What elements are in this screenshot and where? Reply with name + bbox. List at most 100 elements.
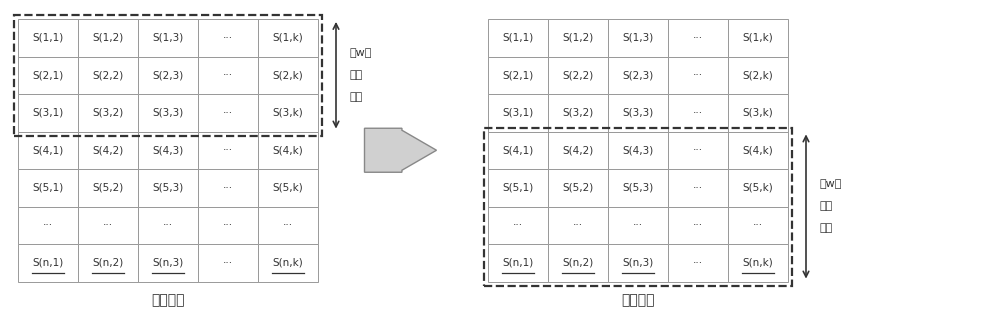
- Text: 时窗: 时窗: [819, 201, 832, 212]
- Bar: [18, 94, 78, 132]
- Bar: [18, 57, 78, 94]
- Polygon shape: [364, 128, 436, 172]
- Bar: [608, 57, 668, 94]
- Bar: [198, 19, 258, 57]
- Bar: [668, 132, 728, 169]
- Bar: [488, 57, 548, 94]
- Bar: [668, 207, 728, 244]
- Bar: [258, 207, 318, 244]
- Bar: [668, 57, 728, 94]
- Bar: [548, 19, 608, 57]
- Bar: [138, 207, 198, 244]
- Text: ···: ···: [753, 220, 763, 230]
- Text: S(1,3): S(1,3): [622, 33, 654, 43]
- Bar: [728, 132, 788, 169]
- Text: S(2,1): S(2,1): [32, 70, 64, 80]
- Text: S(3,2): S(3,2): [562, 108, 594, 118]
- Bar: [138, 57, 198, 94]
- Bar: [608, 207, 668, 244]
- Bar: [608, 94, 668, 132]
- Text: ···: ···: [633, 220, 643, 230]
- Bar: [548, 132, 608, 169]
- Text: ···: ···: [223, 258, 233, 268]
- Bar: [668, 169, 728, 207]
- Text: S(n,2): S(n,2): [92, 258, 124, 268]
- Text: ···: ···: [223, 108, 233, 118]
- Bar: [608, 169, 668, 207]
- Text: ···: ···: [573, 220, 583, 230]
- Text: S(1,3): S(1,3): [152, 33, 184, 43]
- Bar: [198, 169, 258, 207]
- Text: ···: ···: [223, 33, 233, 43]
- Bar: [488, 169, 548, 207]
- Text: S(n,k): S(n,k): [273, 258, 303, 268]
- Text: S(2,3): S(2,3): [152, 70, 184, 80]
- Text: S(4,3): S(4,3): [152, 145, 184, 155]
- Text: ···: ···: [693, 145, 703, 155]
- Text: S(5,k): S(5,k): [273, 183, 303, 193]
- Text: S(n,1): S(n,1): [32, 258, 64, 268]
- Text: ···: ···: [163, 220, 173, 230]
- Text: S(4,k): S(4,k): [273, 145, 303, 155]
- Text: ···: ···: [693, 258, 703, 268]
- Bar: [78, 132, 138, 169]
- Text: S(3,2): S(3,2): [92, 108, 124, 118]
- Bar: [18, 132, 78, 169]
- Bar: [138, 94, 198, 132]
- Bar: [668, 94, 728, 132]
- Text: S(3,k): S(3,k): [743, 108, 773, 118]
- Text: S(5,2): S(5,2): [92, 183, 124, 193]
- Bar: [18, 207, 78, 244]
- Text: ···: ···: [693, 70, 703, 80]
- Text: S(1,k): S(1,k): [743, 33, 773, 43]
- Bar: [198, 132, 258, 169]
- Text: S(3,1): S(3,1): [32, 108, 64, 118]
- Bar: [258, 94, 318, 132]
- Text: S(3,k): S(3,k): [273, 108, 303, 118]
- Bar: [484, 128, 792, 286]
- Text: 计算: 计算: [349, 92, 362, 102]
- Text: S(2,1): S(2,1): [502, 70, 534, 80]
- Text: S(4,2): S(4,2): [92, 145, 124, 155]
- Bar: [668, 19, 728, 57]
- Text: S(5,k): S(5,k): [743, 183, 773, 193]
- Bar: [728, 19, 788, 57]
- Bar: [258, 57, 318, 94]
- Text: ···: ···: [223, 220, 233, 230]
- Bar: [728, 207, 788, 244]
- Bar: [728, 244, 788, 282]
- Text: ···: ···: [693, 33, 703, 43]
- Text: S(3,3): S(3,3): [152, 108, 184, 118]
- Bar: [78, 207, 138, 244]
- Bar: [668, 244, 728, 282]
- Text: S(n,2): S(n,2): [562, 258, 594, 268]
- Text: S(n,3): S(n,3): [152, 258, 184, 268]
- Bar: [258, 169, 318, 207]
- Bar: [548, 94, 608, 132]
- Text: S(2,k): S(2,k): [273, 70, 303, 80]
- Bar: [198, 244, 258, 282]
- Text: ···: ···: [283, 220, 293, 230]
- Text: S(3,3): S(3,3): [622, 108, 654, 118]
- Text: （w）: （w）: [819, 180, 841, 190]
- Bar: [488, 207, 548, 244]
- Bar: [18, 169, 78, 207]
- Bar: [78, 169, 138, 207]
- Text: ···: ···: [223, 183, 233, 193]
- Text: ···: ···: [693, 108, 703, 118]
- Bar: [488, 94, 548, 132]
- Text: 计算: 计算: [819, 223, 832, 234]
- Bar: [728, 94, 788, 132]
- Bar: [78, 244, 138, 282]
- Text: S(5,1): S(5,1): [502, 183, 534, 193]
- Text: S(2,3): S(2,3): [622, 70, 654, 80]
- Bar: [198, 207, 258, 244]
- Text: S(1,2): S(1,2): [92, 33, 124, 43]
- Bar: [198, 94, 258, 132]
- Bar: [78, 57, 138, 94]
- Bar: [138, 244, 198, 282]
- Bar: [488, 244, 548, 282]
- Text: S(3,1): S(3,1): [502, 108, 534, 118]
- Text: S(4,2): S(4,2): [562, 145, 594, 155]
- Text: （w）: （w）: [349, 48, 371, 58]
